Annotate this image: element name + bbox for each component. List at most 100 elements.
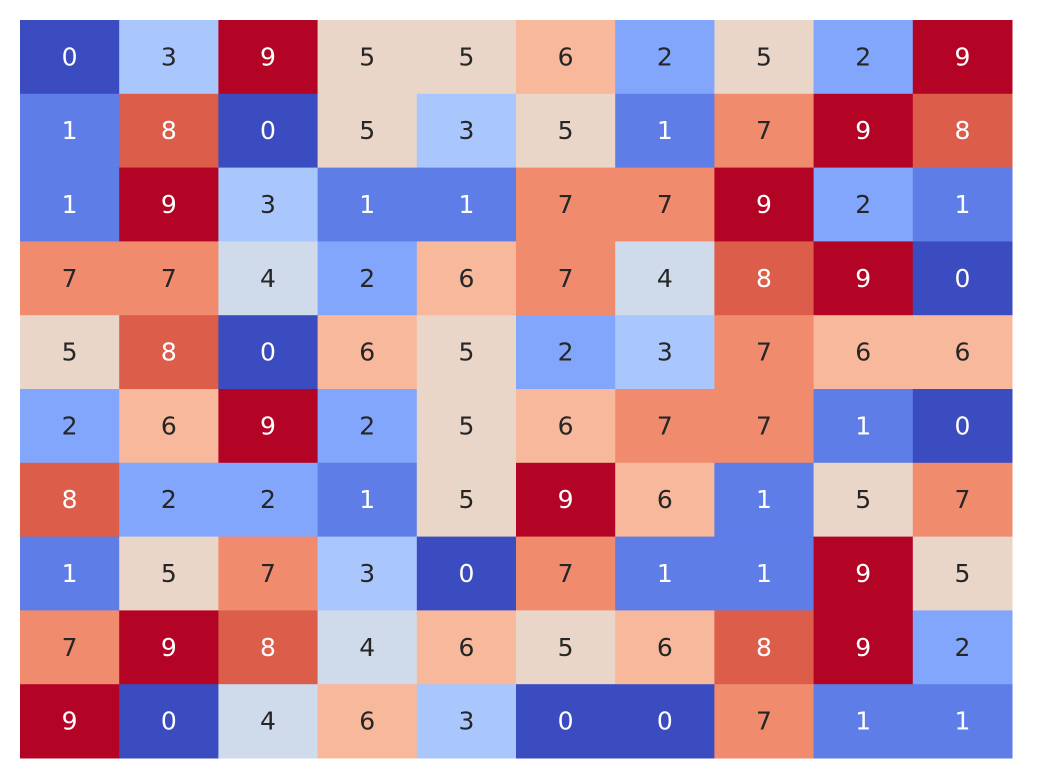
cell-label: 2 (855, 42, 871, 71)
cell-label: 6 (161, 411, 177, 440)
cell-label: 5 (756, 42, 772, 71)
cell-label: 6 (359, 707, 375, 736)
cell-label: 5 (458, 338, 474, 367)
heatmap-cell (416, 167, 517, 242)
cell-label: 1 (458, 190, 474, 219)
heatmap-cell (20, 93, 120, 169)
cell-label: 9 (855, 264, 871, 293)
heatmap-cell (615, 536, 715, 611)
heatmap-cell (317, 93, 418, 169)
cell-label: 8 (260, 633, 276, 662)
cell-label: 5 (558, 633, 574, 662)
cell-label: 2 (359, 411, 375, 440)
heatmap-cell (912, 462, 1013, 538)
heatmap-cell (20, 536, 120, 611)
heatmap-cell (317, 389, 418, 464)
heatmap-cell (813, 241, 914, 316)
heatmap-cell (218, 610, 319, 685)
heatmap-cell (615, 610, 715, 685)
heatmap-cell (615, 684, 715, 759)
cell-label: 1 (657, 559, 673, 588)
heatmap-cell (912, 315, 1013, 390)
heatmap-cell (119, 241, 219, 316)
heatmap-cell (714, 20, 815, 95)
heatmap-cell (912, 167, 1013, 242)
cell-label: 9 (756, 190, 772, 219)
cell-label: 7 (161, 264, 177, 293)
cell-label: 7 (756, 707, 772, 736)
cell-label: 7 (558, 264, 574, 293)
cell-label: 5 (855, 485, 871, 514)
heatmap-cell (912, 684, 1013, 759)
heatmap-cell (615, 389, 715, 464)
heatmap-cell (516, 241, 616, 316)
heatmap-cell (218, 684, 319, 759)
cell-label: 2 (855, 190, 871, 219)
heatmap-cell (516, 20, 616, 95)
cell-label: 7 (62, 264, 78, 293)
heatmap-cell (912, 93, 1013, 169)
heatmap-cell (119, 610, 219, 685)
cell-label: 9 (855, 633, 871, 662)
heatmap-cell (714, 536, 815, 611)
cell-label: 5 (458, 485, 474, 514)
cell-label: 5 (458, 411, 474, 440)
heatmap-cell (218, 315, 319, 390)
heatmap-cell (813, 610, 914, 685)
cell-label: 0 (260, 338, 276, 367)
cell-label: 2 (161, 485, 177, 514)
heatmap-cell (516, 389, 616, 464)
cell-label: 0 (558, 707, 574, 736)
heatmap-cell (615, 20, 715, 95)
heatmap-cell (813, 684, 914, 759)
heatmap-cell (416, 684, 517, 759)
heatmap-cell (912, 610, 1013, 685)
cell-label: 0 (657, 707, 673, 736)
heatmap-cell (416, 20, 517, 95)
cell-label: 7 (756, 338, 772, 367)
cell-label: 8 (161, 338, 177, 367)
heatmap-cell (714, 610, 815, 685)
heatmap-cell (119, 684, 219, 759)
cell-label: 3 (161, 42, 177, 71)
heatmap-cell (218, 93, 319, 169)
cell-label: 1 (855, 707, 871, 736)
cell-label: 9 (161, 633, 177, 662)
heatmap-cell (714, 93, 815, 169)
cell-label: 6 (855, 338, 871, 367)
heatmap-cell (218, 462, 319, 538)
cell-label: 9 (855, 559, 871, 588)
heatmap-cell (20, 315, 120, 390)
cell-label: 8 (954, 116, 970, 145)
cell-label: 1 (756, 485, 772, 514)
cell-label: 9 (855, 116, 871, 145)
heatmap-cell (416, 389, 517, 464)
cell-label: 6 (954, 338, 970, 367)
cell-label: 5 (161, 559, 177, 588)
cell-label: 7 (954, 485, 970, 514)
heatmap-cell (317, 241, 418, 316)
cell-label: 3 (657, 338, 673, 367)
cell-label: 6 (458, 633, 474, 662)
heatmap-cell (615, 315, 715, 390)
heatmap-cell (714, 684, 815, 759)
cell-label: 0 (954, 411, 970, 440)
heatmap-cell (317, 462, 418, 538)
heatmap-cell (317, 20, 418, 95)
cell-label: 1 (359, 485, 375, 514)
heatmap-cell (615, 462, 715, 538)
cell-label: 7 (558, 190, 574, 219)
heatmap-cell (813, 462, 914, 538)
cell-label: 9 (260, 411, 276, 440)
cell-label: 7 (558, 559, 574, 588)
heatmap-cell (416, 315, 517, 390)
heatmap-cell (516, 462, 616, 538)
cell-label: 1 (62, 190, 78, 219)
heatmap-cell (813, 93, 914, 169)
cell-label: 5 (359, 116, 375, 145)
heatmap-cell (119, 315, 219, 390)
heatmap-cell (516, 684, 616, 759)
cell-label: 7 (260, 559, 276, 588)
